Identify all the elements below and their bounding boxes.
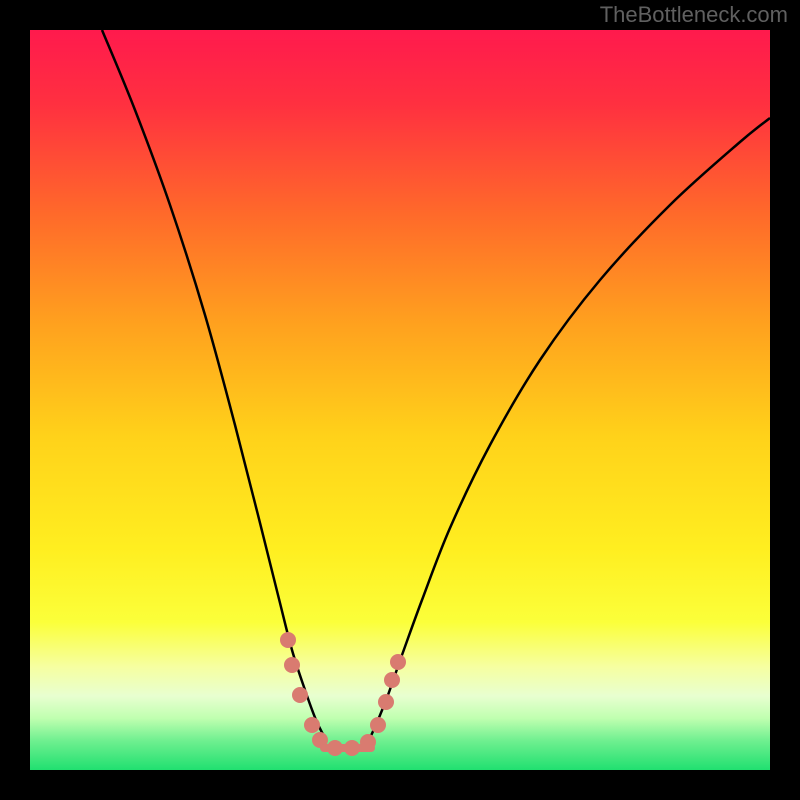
curve-left	[102, 30, 325, 738]
marker-dot	[292, 687, 308, 703]
marker-dot	[280, 632, 296, 648]
marker-dot	[378, 694, 394, 710]
marker-dot	[284, 657, 300, 673]
chart-curves	[30, 30, 770, 770]
marker-dot	[370, 717, 386, 733]
watermark-text: TheBottleneck.com	[600, 2, 788, 28]
plot-area	[30, 30, 770, 770]
marker-dot	[390, 654, 406, 670]
bottom-band	[320, 744, 375, 752]
curve-right	[370, 118, 770, 738]
marker-dot	[384, 672, 400, 688]
marker-dot	[304, 717, 320, 733]
